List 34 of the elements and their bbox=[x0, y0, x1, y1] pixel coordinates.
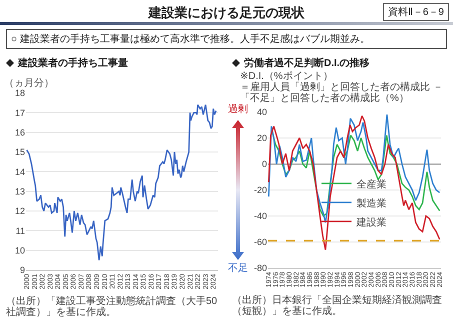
chart-title: 労働者過不足判断D.I.の推移 bbox=[244, 58, 370, 69]
line-series bbox=[268, 115, 440, 250]
y-tick-label: -80 bbox=[254, 263, 267, 274]
y-tick-label: -40 bbox=[254, 211, 267, 222]
y-tick-label: 17 bbox=[14, 108, 25, 118]
legend-label: 全産業 bbox=[356, 178, 386, 190]
chart-title: 建設業者の手持ち工事量 bbox=[18, 58, 128, 69]
text: 不足 bbox=[228, 263, 248, 274]
text: ○ 建設業者の手持ち工事量は極めて高水準で推移。人手不足感はバブル期並み。 bbox=[6, 29, 447, 49]
y-axis-title: （ヵ月分） bbox=[4, 77, 54, 89]
y-tick-label: 40 bbox=[256, 107, 267, 118]
text: （出所）「建設工事受注動態統計調査（大手50社調査）」を基に作成。 bbox=[5, 296, 218, 318]
text: （出所）日本銀行「全国企業短期経済観測調査（短観）」を基に作成。 bbox=[231, 295, 443, 317]
y-tick-label: 16 bbox=[14, 127, 25, 138]
text: ＝雇用人員「過剰」と回答した者の構成比 －「不足」と回答した者の構成比（%） bbox=[239, 82, 444, 104]
line-series bbox=[26, 104, 217, 261]
y-tick-label: 11 bbox=[16, 226, 25, 236]
y-tick-label: 9 bbox=[20, 265, 25, 276]
y-tick-label: 14 bbox=[14, 166, 25, 177]
legend-label: 建設業 bbox=[356, 216, 386, 228]
text: 資料Ⅱ－6－9 bbox=[382, 3, 449, 21]
y-tick-label: -20 bbox=[254, 185, 267, 196]
y-tick-label: 0 bbox=[262, 159, 267, 170]
y-tick-label: 18 bbox=[14, 88, 25, 98]
y-tick-label: 12 bbox=[14, 206, 25, 216]
y-tick-label: 15 bbox=[14, 147, 25, 158]
text: 過剰 bbox=[228, 104, 248, 115]
y-tick-label: 13 bbox=[14, 186, 25, 196]
text: 建設業における足元の現状 bbox=[148, 5, 304, 20]
legend-label: 製造業 bbox=[356, 197, 386, 210]
text: ※D.I.（%ポイント） bbox=[239, 71, 334, 82]
y-tick-label: -60 bbox=[254, 237, 267, 248]
y-tick-label: 20 bbox=[256, 133, 267, 144]
y-tick-label: 10 bbox=[14, 245, 25, 256]
